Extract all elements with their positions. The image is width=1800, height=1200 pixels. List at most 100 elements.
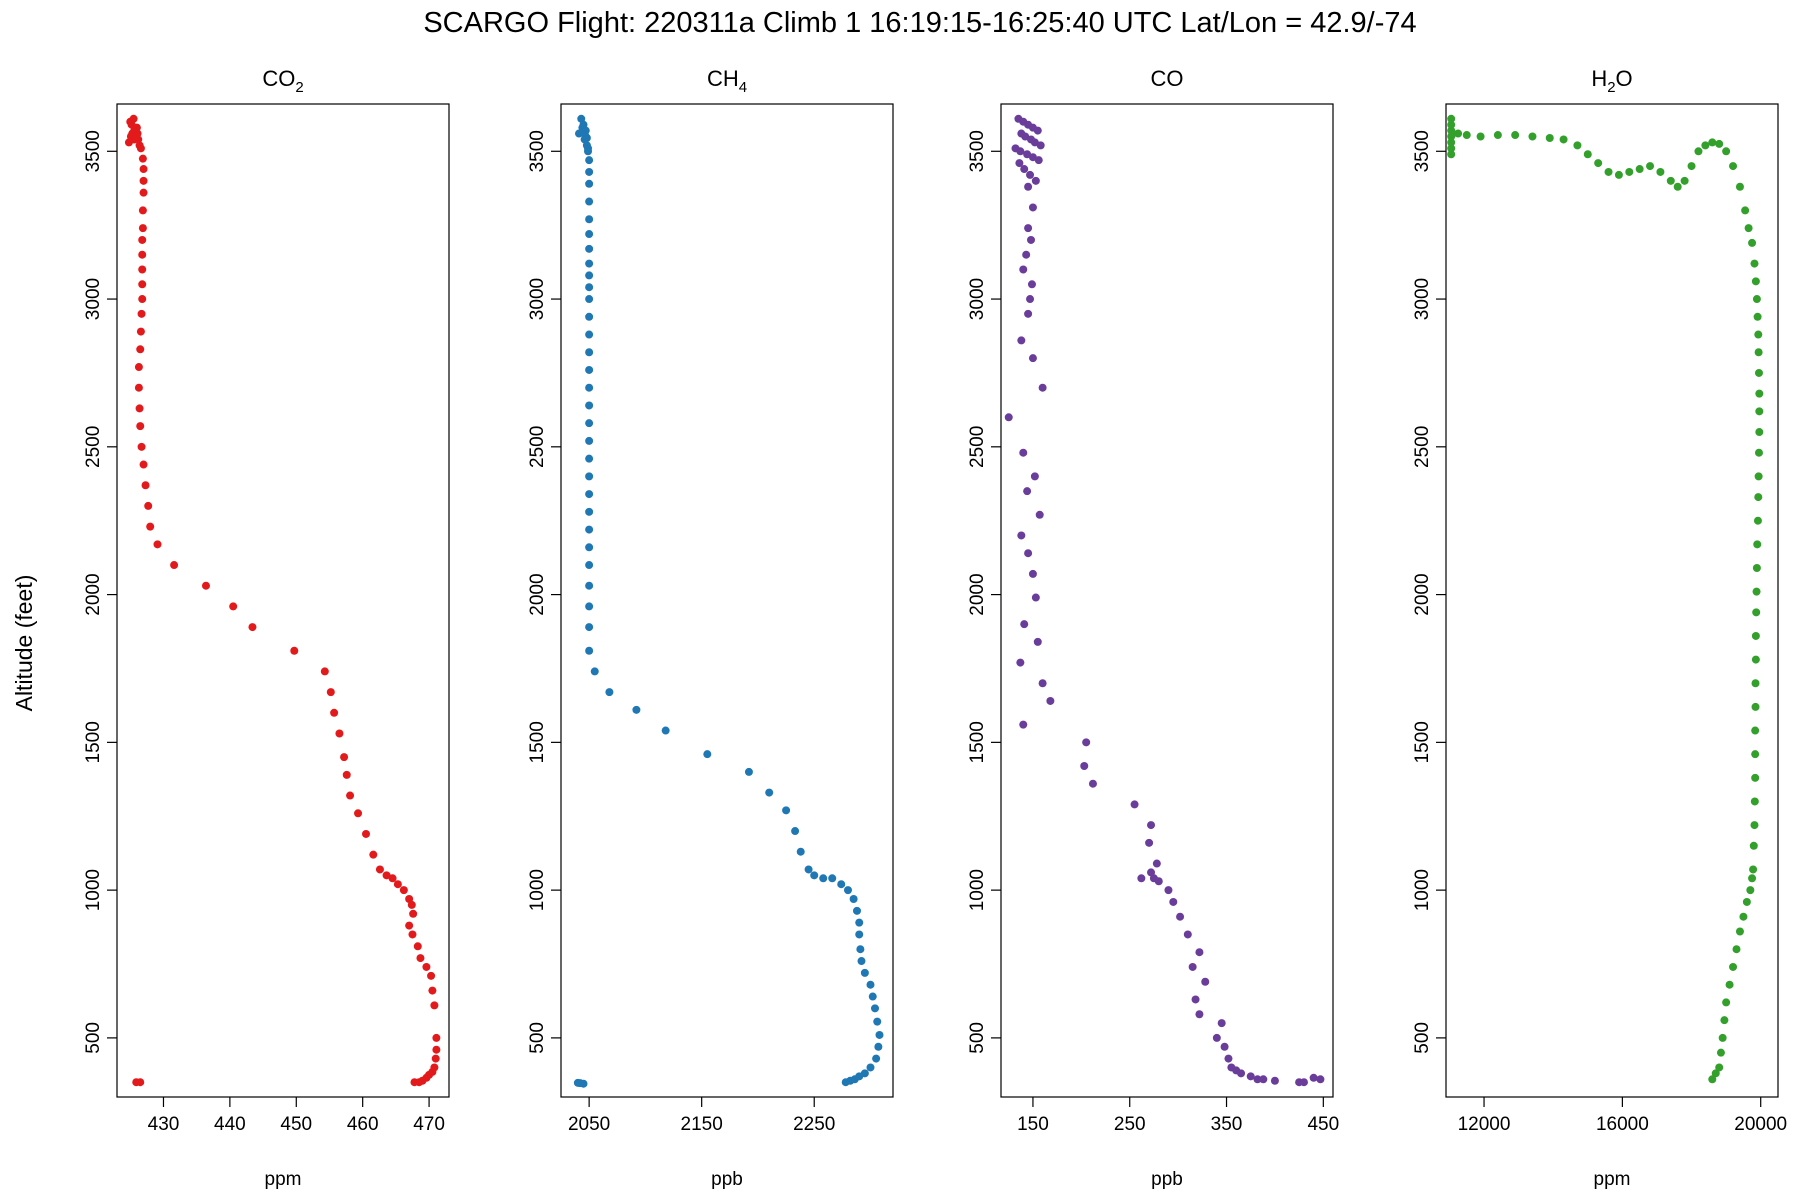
data-point (1017, 531, 1026, 540)
data-point (819, 874, 828, 883)
data-point (1708, 138, 1717, 147)
data-point (138, 265, 147, 274)
data-point (1299, 1078, 1308, 1087)
data-point (144, 501, 153, 510)
data-point (430, 1001, 439, 1010)
data-point (1201, 977, 1210, 986)
data-point (1752, 587, 1761, 596)
data-point (744, 767, 753, 776)
data-point (1212, 1033, 1221, 1042)
data-point (1751, 726, 1760, 735)
y-tick-label: 3500 (1412, 130, 1433, 172)
y-tick-label: 1500 (527, 721, 548, 763)
data-point (585, 490, 594, 499)
data-point (362, 829, 370, 838)
y-tick-label: 1500 (83, 721, 104, 763)
y-tick-label: 2500 (83, 426, 104, 468)
data-point (1715, 1063, 1724, 1072)
data-point (765, 788, 774, 797)
data-point (1752, 563, 1761, 572)
data-point (872, 1054, 881, 1063)
x-tick-label: 430 (148, 1114, 180, 1135)
data-point (1147, 821, 1156, 830)
panel-title: CO (1151, 66, 1184, 91)
data-point (1701, 141, 1710, 150)
data-point (1447, 120, 1456, 129)
panel-title-subscript: 4 (739, 79, 747, 96)
data-point (585, 244, 594, 253)
data-point (585, 419, 594, 428)
data-point (399, 886, 408, 895)
data-point (804, 865, 813, 874)
data-point (132, 1078, 141, 1087)
y-tick-label: 1000 (1412, 869, 1433, 911)
data-point (407, 900, 416, 909)
data-point (1755, 389, 1764, 398)
data-point (1708, 1075, 1717, 1084)
data-point (1754, 472, 1763, 481)
data-point (1751, 631, 1760, 640)
data-point (579, 1079, 588, 1088)
data-point (1749, 841, 1758, 850)
data-point (1752, 295, 1761, 304)
data-point (428, 986, 437, 995)
data-point (1729, 162, 1738, 171)
x-tick-label: 460 (347, 1114, 379, 1135)
data-point (585, 507, 594, 516)
data-point (1754, 448, 1763, 457)
data-point (1750, 821, 1759, 830)
data-point (354, 809, 363, 818)
data-point (1751, 750, 1760, 759)
data-point (1309, 1073, 1318, 1082)
data-point (585, 623, 594, 632)
data-point (1019, 265, 1028, 274)
x-tick-label: 20000 (1734, 1114, 1787, 1135)
data-point (791, 827, 800, 836)
data-point (1027, 235, 1036, 244)
panel-title-main: CO (262, 66, 295, 91)
panel-title: H2O (1591, 66, 1632, 96)
data-point (849, 894, 858, 903)
data-point (1034, 156, 1043, 165)
data-point (1031, 593, 1040, 602)
data-point (410, 1078, 419, 1087)
data-point (135, 141, 144, 150)
data-point (1137, 874, 1146, 883)
data-point (248, 623, 257, 632)
data-point (139, 176, 148, 185)
data-point (1028, 569, 1037, 578)
x-tick-label: 150 (1017, 1114, 1049, 1135)
data-point (585, 383, 594, 392)
data-point (1722, 998, 1731, 1007)
data-point (135, 404, 144, 413)
data-point (141, 481, 150, 490)
data-point (382, 871, 391, 880)
y-tick-label: 2500 (527, 426, 548, 468)
data-point (1755, 407, 1764, 416)
data-point (1188, 962, 1197, 971)
panel-2: CH4 500 1000 1500 2000 2500 3000 3500 2050 2150 22… (527, 66, 894, 1190)
data-point (1016, 147, 1025, 156)
data-point (405, 921, 414, 930)
data-point (870, 1004, 879, 1013)
y-tick-label: 3000 (967, 278, 988, 320)
data-point (1145, 838, 1154, 847)
data-point (860, 968, 869, 977)
data-point (136, 327, 145, 336)
data-point (1680, 176, 1689, 185)
x-tick-label: 16000 (1596, 1114, 1649, 1135)
data-point (585, 230, 594, 239)
panel-title-tail: O (1616, 66, 1633, 91)
data-point (1027, 280, 1036, 289)
data-point (1625, 167, 1634, 176)
data-point (1147, 868, 1156, 877)
data-point (1751, 679, 1760, 688)
data-point (1725, 980, 1734, 989)
data-point (1183, 930, 1192, 939)
panel-4: H2O 500 1000 1500 2000 2500 3000 3500 12000 16000… (1412, 66, 1787, 1190)
data-point (1742, 897, 1751, 906)
data-point (1673, 182, 1682, 191)
data-point (170, 561, 179, 570)
y-tick-label: 1000 (527, 869, 548, 911)
